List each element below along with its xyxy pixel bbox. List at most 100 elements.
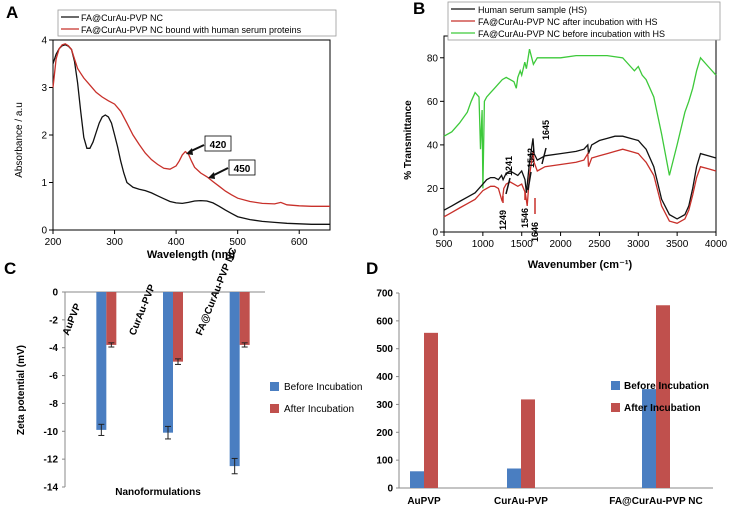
panel-a-legend-1: FA@CurAu-PVP NC bound with human serum p…	[81, 25, 302, 35]
panel-d-ytick-label: 200	[376, 428, 393, 439]
panel-a: A 200 300 400 500 600 0 1 2 3 4 Wavelength (nm) A…	[6, 3, 337, 261]
panel-a-ytick-label: 1	[41, 178, 47, 189]
panel-c-ylabel: Zeta potential (mV)	[16, 345, 27, 435]
panel-b-letter: B	[413, 0, 425, 18]
legend-swatch-before	[270, 382, 279, 391]
panel-c-ytick-label: -4	[49, 343, 58, 354]
panel-c-ytick-label: -8	[49, 399, 58, 410]
panel-c-category-label: CurAu-PVP	[128, 283, 159, 337]
panel-c-bar	[239, 292, 250, 345]
panel-b-ytick-label: 0	[432, 228, 438, 239]
panel-d-ytick-label: 400	[376, 372, 393, 383]
panel-b-series-line	[443, 135, 717, 220]
panel-b-ytick-label: 60	[427, 97, 439, 108]
panel-c-xlabel: Nanoformulations	[115, 487, 201, 498]
panel-c-letter: C	[4, 259, 16, 278]
annotation-1249: 1249	[498, 210, 508, 230]
panel-d-letter: D	[366, 259, 378, 278]
panel-a-series-line	[52, 44, 330, 225]
annotation-1646: 1646	[530, 222, 540, 242]
panel-c: C 0-2-4-6-8-10-12-14 AuPVP CurAu-PVP FA@Cu…	[4, 246, 362, 498]
panel-d-legend-1: After Incubation	[624, 403, 701, 414]
panel-a-series-line	[52, 43, 330, 207]
panel-d-ytick-label: 500	[376, 344, 393, 355]
panel-d-category-label: AuPVP	[407, 496, 441, 507]
panel-c-ytick-label: -14	[44, 483, 59, 494]
panel-c-ytick-label: -2	[49, 315, 58, 326]
panel-c-ytick-label: -12	[44, 455, 59, 466]
panel-d-bar	[656, 305, 670, 488]
panel-b-xtick-label: 2000	[549, 239, 572, 250]
panel-d-category-label: CurAu-PVP	[494, 496, 548, 507]
panel-b-ylabel: % Transmittance	[403, 100, 414, 180]
panel-d-bar	[521, 399, 535, 488]
panel-c-ytick-label: -10	[44, 427, 59, 438]
panel-a-xtick-label: 600	[291, 237, 308, 248]
panel-b-xtick-label: 1500	[511, 239, 534, 250]
panel-d-ytick-label: 600	[376, 316, 393, 327]
legend-swatch-after	[611, 403, 620, 412]
annotation-arrow-1542	[527, 171, 532, 191]
panel-b-xtick-label: 3000	[627, 239, 650, 250]
panel-c-bar	[173, 292, 183, 362]
panel-b-ytick-label: 40	[427, 140, 439, 151]
panel-c-bar	[163, 292, 173, 433]
panel-b-series-line	[443, 148, 717, 224]
panel-b-xtick-label: 1000	[472, 239, 495, 250]
annotation-box-450	[228, 159, 256, 176]
panel-c-bar	[106, 292, 117, 345]
annotation-arrow-1241	[505, 177, 511, 195]
panel-a-xlabel: Wavelength (nm)	[147, 249, 236, 261]
legend-swatch-before	[611, 381, 620, 390]
panel-a-ytick-label: 2	[41, 131, 47, 142]
panel-d-bar	[424, 332, 438, 488]
panel-b-ytick-label: 80	[427, 53, 439, 64]
annotation-1542: 1542	[526, 148, 536, 168]
panel-b-xtick-label: 500	[436, 239, 453, 250]
panel-b: B 500 1000 1500 2000 2500 3000 3500 4000 0 20 40 60…	[403, 0, 728, 271]
annotation-arrow-1645	[541, 147, 547, 165]
panel-b-xtick-label: 3500	[666, 239, 689, 250]
panel-a-ytick-label: 0	[41, 226, 47, 237]
panel-a-xtick-label: 400	[168, 237, 185, 248]
annotation-1546: 1546	[520, 208, 530, 228]
panel-c-legend-0: Before Incubation	[284, 382, 362, 393]
panel-d-ytick-label: 300	[376, 400, 393, 411]
panel-c-legend-1: After Incubation	[284, 404, 354, 415]
panel-b-legend-0: Human serum sample (HS)	[478, 5, 587, 15]
panel-b-xtick-label: 2500	[588, 239, 611, 250]
panel-c-legend: Before Incubation After Incubation	[270, 382, 362, 415]
panel-b-legend-1: FA@CurAu-PVP NC after incubation with HS	[478, 17, 658, 27]
panel-a-letter: A	[6, 3, 18, 22]
panel-b-legend: Human serum sample (HS) FA@CurAu-PVP NC …	[447, 1, 721, 41]
panel-a-ytick-label: 4	[41, 36, 47, 47]
panel-b-frame	[443, 35, 717, 233]
annotation-arrow-450	[211, 167, 229, 177]
panel-b-annotations: 1241 1542 1645 1249 1546 1646	[498, 120, 551, 242]
panel-a-legend-0: FA@CurAu-PVP NC	[81, 13, 163, 23]
panel-b-ytick-label: 20	[427, 184, 439, 195]
panel-c-ytick-label: -6	[49, 371, 58, 382]
panel-c-bar	[96, 292, 107, 430]
arrowhead-420	[186, 148, 193, 155]
panel-d-ytick-label: 700	[376, 289, 393, 300]
panel-a-ylabel: Absorbance / a.u	[14, 102, 25, 178]
panel-a-legend: FA@CurAu-PVP NC FA@CurAu-PVP NC bound wi…	[57, 9, 337, 37]
panel-a-xtick-label: 300	[106, 237, 123, 248]
panel-b-series-line	[443, 48, 717, 189]
annotation-420: 420	[210, 140, 227, 151]
panel-a-annotations: 420 450	[186, 135, 256, 179]
panel-d-ytick-label: 100	[376, 456, 393, 467]
panel-b-legend-2: FA@CurAu-PVP NC before incubation with H…	[478, 29, 665, 39]
panel-d: D 0 100 200 300 400 500 600 700 AuPVP CurAu-PVP F…	[366, 259, 713, 507]
annotation-box-420	[204, 135, 232, 152]
panel-a-ytick-label: 3	[41, 83, 47, 94]
panel-b-xtick-label: 4000	[705, 239, 728, 250]
panel-c-bar	[229, 292, 240, 467]
panel-d-legend-0: Before Incubation	[624, 381, 709, 392]
panel-d-category-label: FA@CurAu-PVP NC	[609, 496, 702, 507]
panel-d-legend: Before Incubation After Incubation	[611, 381, 709, 414]
panel-a-xtick-label: 200	[45, 237, 62, 248]
legend-swatch-after	[270, 404, 279, 413]
